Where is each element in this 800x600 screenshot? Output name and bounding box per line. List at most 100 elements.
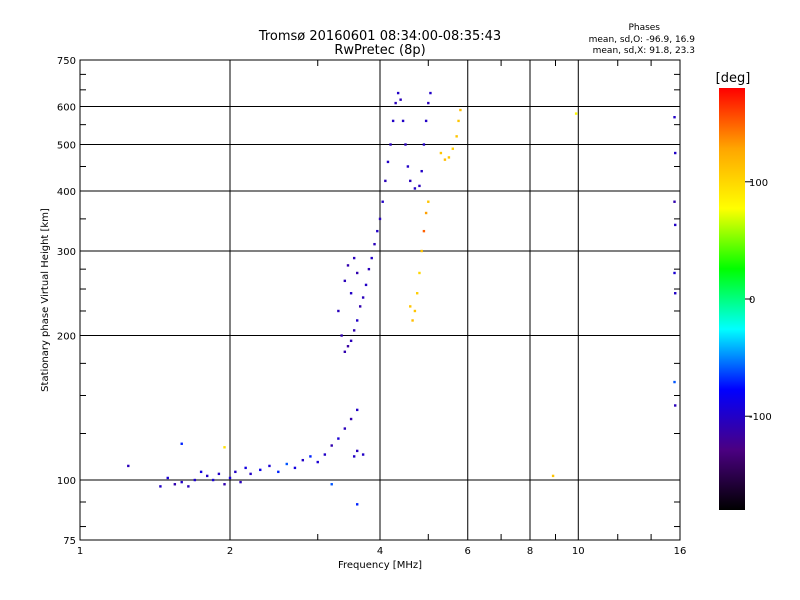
y-tick-label: 600 (57, 103, 76, 114)
data-point (420, 249, 423, 253)
data-point (361, 296, 365, 299)
data-points (127, 91, 677, 506)
data-point (349, 292, 353, 295)
grid (80, 60, 680, 540)
data-point (187, 485, 190, 488)
data-point (127, 464, 130, 468)
data-point (239, 480, 242, 484)
data-point (551, 474, 555, 478)
data-point (211, 478, 215, 482)
data-point (674, 404, 677, 407)
data-point (424, 211, 428, 215)
y-tick-label: 75 (63, 536, 76, 547)
data-point (673, 271, 676, 275)
y-tick-label: 300 (57, 247, 76, 258)
data-point (439, 151, 443, 155)
data-point (451, 147, 455, 150)
data-point (404, 143, 407, 146)
data-point (205, 474, 209, 478)
data-point (420, 169, 423, 173)
data-point (396, 91, 400, 95)
data-point (343, 427, 347, 430)
data-point (455, 135, 458, 138)
data-point (234, 470, 237, 474)
data-point (406, 165, 410, 168)
x-tick-label: 6 (465, 546, 471, 557)
data-point (249, 472, 252, 476)
data-point (673, 200, 676, 203)
data-point (367, 267, 371, 271)
data-point (355, 319, 359, 322)
x-tick-label: 10 (572, 546, 585, 557)
data-point (418, 271, 421, 275)
data-point (352, 256, 356, 260)
data-point (459, 108, 462, 112)
data-point (343, 350, 347, 353)
data-point (244, 466, 247, 470)
data-point (173, 483, 177, 486)
data-point (259, 468, 262, 472)
data-point (346, 345, 350, 348)
data-point (199, 470, 203, 474)
data-point (217, 472, 221, 476)
data-point (415, 292, 419, 295)
data-point (399, 98, 402, 101)
colorbar (719, 88, 745, 510)
data-point (384, 179, 387, 183)
data-point (401, 119, 405, 123)
data-point (427, 101, 430, 105)
stats-line-o: mean, sd,O: -96.9, 16.9 (589, 35, 696, 45)
data-point (301, 458, 305, 462)
data-point (413, 309, 417, 313)
x-tick-label: 16 (674, 546, 687, 557)
plot-frame (79, 59, 681, 541)
data-point (193, 478, 197, 482)
x-axis-label: Frequency [MHz] (338, 560, 422, 571)
y-axis-label: Stationary phase Virtual Height [km] (40, 208, 51, 392)
x-axis: 1 2 4 6 8 10 16 (77, 60, 687, 557)
data-point (166, 476, 169, 480)
data-point (355, 408, 359, 412)
data-point (330, 444, 333, 447)
data-point (309, 455, 312, 458)
data-point (346, 264, 350, 267)
data-point (340, 334, 343, 337)
data-point (409, 179, 412, 183)
data-point (364, 283, 368, 287)
data-point (411, 319, 414, 322)
data-point (277, 470, 280, 474)
data-point (389, 143, 392, 146)
data-point (370, 256, 373, 260)
y-axis: 75 100 200 300 400 500 600 750 (57, 56, 680, 547)
y-tick-label: 200 (57, 332, 76, 343)
data-point (422, 229, 426, 233)
data-point (373, 242, 376, 246)
data-point (358, 305, 362, 308)
data-point (323, 453, 327, 456)
colorbar-ticks: 100 0 -100 (745, 178, 772, 423)
x-tick-label: 4 (377, 546, 383, 557)
data-point (673, 380, 676, 384)
x-tick-label: 8 (527, 546, 533, 557)
y-tick-label: 500 (57, 141, 76, 152)
data-point (343, 279, 347, 283)
data-point (223, 446, 226, 449)
data-point (427, 200, 430, 203)
data-point (574, 112, 578, 115)
data-point (447, 156, 451, 159)
stats-heading: Phases (628, 23, 660, 33)
x-tick-label: 2 (227, 546, 233, 557)
stats-line-x: mean, sd,X: 91.8, 23.3 (593, 46, 695, 56)
data-point (378, 217, 382, 221)
data-point (386, 160, 390, 164)
data-point (330, 483, 333, 486)
data-point (376, 229, 379, 233)
data-point (337, 309, 340, 313)
data-point (674, 292, 677, 295)
data-point (180, 480, 183, 484)
colorbar-unit: [deg] (716, 71, 751, 86)
data-point (316, 460, 319, 464)
data-point (352, 329, 356, 332)
data-point (391, 119, 395, 123)
